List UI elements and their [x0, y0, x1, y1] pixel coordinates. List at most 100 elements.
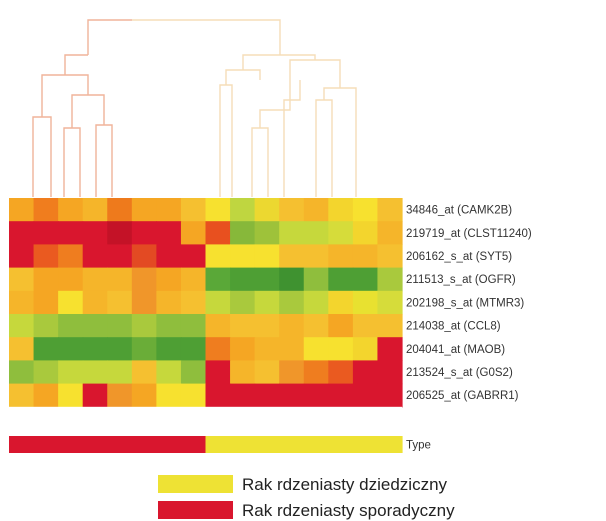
heatmap-cell	[131, 198, 157, 222]
heatmap-cell	[352, 383, 379, 408]
heatmap-cell	[303, 221, 329, 245]
heatmap-cell	[230, 244, 256, 269]
heatmap-cell	[180, 337, 207, 361]
row-label: 206525_at (GABRR1)	[406, 390, 519, 402]
heatmap-cell	[352, 360, 379, 385]
legend-swatch	[158, 501, 233, 519]
heatmap-cell	[303, 198, 329, 222]
heatmap-cell	[131, 244, 157, 269]
heatmap-cell	[254, 198, 280, 222]
heatmap-cell	[9, 221, 35, 245]
heatmap-cell	[156, 267, 182, 292]
heatmap-cell	[131, 314, 157, 338]
heatmap-cell	[328, 383, 354, 408]
heatmap-cell	[9, 314, 35, 338]
heatmap-cell	[377, 337, 403, 361]
heatmap-cell	[254, 337, 280, 361]
heatmap-cell	[58, 337, 84, 361]
heatmap-cell	[180, 244, 207, 269]
heatmap-cell	[131, 360, 157, 385]
legend-label: Rak rdzeniasty dziedziczny	[242, 475, 448, 494]
heatmap-cell	[156, 337, 182, 361]
heatmap-cell	[230, 221, 256, 245]
heatmap-cell	[328, 244, 354, 269]
legend: Rak rdzeniasty dziedziczny Rak rdzeniasty…	[158, 475, 455, 520]
type-bar-cell	[180, 436, 207, 453]
heatmap-cell	[33, 360, 59, 385]
heatmap-cell	[205, 383, 231, 408]
heatmap-cell	[9, 244, 35, 269]
heatmap-cell	[303, 290, 329, 315]
heatmap-cell	[156, 360, 182, 385]
heatmap-cell	[254, 360, 280, 385]
heatmap-cell	[156, 383, 182, 408]
heatmap-cell	[9, 383, 35, 408]
heatmap-cell	[279, 267, 305, 292]
heatmap-cell	[328, 290, 354, 315]
heatmap-cell	[58, 383, 84, 408]
heatmap-cell	[58, 244, 84, 269]
row-labels: 34846_at (CAMK2B) 219719_at (CLST11240) 20…	[406, 205, 532, 403]
heatmap-cell	[328, 267, 354, 292]
type-bar-cell	[254, 436, 280, 453]
type-bar-cell	[328, 436, 354, 453]
heatmap-cell	[352, 198, 379, 222]
heatmap-cell	[33, 383, 59, 408]
heatmap-cell	[279, 314, 305, 338]
row-label: 202198_s_at (MTMR3)	[406, 297, 524, 309]
heatmap-cell	[254, 383, 280, 408]
heatmap-cell	[82, 290, 108, 315]
type-bar-cell	[279, 436, 305, 453]
row-label: 213524_s_at (G0S2)	[406, 367, 513, 379]
type-bar-cell	[33, 436, 59, 453]
heatmap-cell	[352, 267, 379, 292]
heatmap-cell	[377, 314, 403, 338]
heatmap-cell	[9, 290, 35, 315]
heatmap-cell	[254, 267, 280, 292]
heatmap-cell	[9, 267, 35, 292]
heatmap-cell	[205, 314, 231, 338]
heatmap-cell	[352, 337, 379, 361]
heatmap-cell	[230, 337, 256, 361]
heatmap-cell	[58, 198, 84, 222]
heatmap-cell	[279, 290, 305, 315]
heatmap-cell	[377, 244, 403, 269]
heatmap-cell	[131, 383, 157, 408]
heatmap-cell	[230, 198, 256, 222]
heatmap-cell	[230, 267, 256, 292]
legend-label: Rak rdzeniasty sporadyczny	[242, 501, 455, 520]
row-label: 34846_at (CAMK2B)	[406, 205, 512, 217]
heatmap-cell	[230, 314, 256, 338]
heatmap-cell	[254, 314, 280, 338]
heatmap-cell	[9, 360, 35, 385]
type-bar-cell	[230, 436, 256, 453]
heatmap-cell	[303, 360, 329, 385]
row-label: 206162_s_at (SYT5)	[406, 251, 512, 263]
row-label: 204041_at (MAOB)	[406, 344, 505, 356]
heatmap-cell	[205, 244, 231, 269]
heatmap-cell	[107, 314, 133, 338]
row-label: 219719_at (CLST11240)	[406, 228, 532, 240]
heatmap-cell	[328, 314, 354, 338]
heatmap-cell	[205, 198, 231, 222]
heatmap-cell	[279, 221, 305, 245]
heatmap-cell	[279, 360, 305, 385]
type-bar-cell	[58, 436, 84, 453]
heatmap-cell	[205, 290, 231, 315]
type-bar-cell	[131, 436, 157, 453]
heatmap-cell	[9, 198, 35, 222]
dendrogram	[32, 19, 357, 197]
heatmap-cell	[352, 244, 379, 269]
heatmap-cell	[352, 314, 379, 338]
heatmap-cell	[107, 290, 133, 315]
heatmap-cell	[254, 244, 280, 269]
type-bar-cell	[377, 436, 403, 453]
heatmap-cell	[82, 244, 108, 269]
heatmap-cell	[131, 221, 157, 245]
row-label: 214038_at (CCL8)	[406, 321, 501, 333]
heatmap-cell	[82, 314, 108, 338]
heatmap-grid	[9, 198, 403, 416]
heatmap-cell	[352, 290, 379, 315]
heatmap-cell	[58, 221, 84, 245]
row-label: 211513_s_at (OGFR)	[406, 274, 516, 286]
